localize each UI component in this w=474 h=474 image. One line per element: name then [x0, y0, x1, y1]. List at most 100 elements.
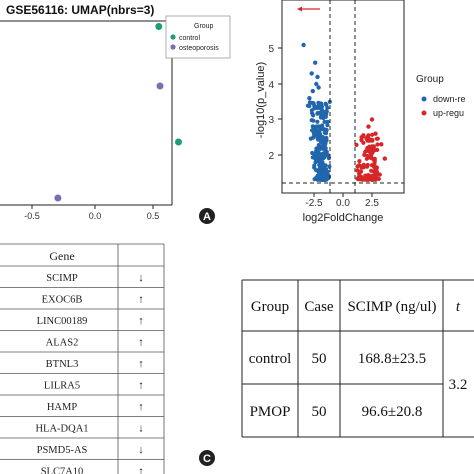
volcano-legend-swatch-down	[421, 96, 427, 102]
volcano-point-up	[366, 133, 371, 138]
highlight-arrow	[297, 6, 320, 12]
volcano-point-down	[325, 153, 330, 158]
gene-row: SCIMP ↓	[0, 272, 164, 288]
volcano-plot-area	[281, 0, 405, 194]
panel-a-badge	[199, 208, 215, 224]
volcano-point-down	[319, 109, 324, 115]
scimp-cell-group: PMOP	[250, 404, 291, 420]
volcano-point-down	[325, 123, 330, 128]
umap-legend: Group control osteoporosis	[165, 15, 231, 59]
gene-arrow: ↑	[138, 401, 144, 413]
volcano-xtick-label: 2.5	[365, 198, 379, 209]
gene-arrow: ↓	[138, 423, 144, 435]
scimp-header-case: Case	[304, 299, 334, 315]
gene-row: PSMD5-AS ↓	[0, 444, 164, 460]
volcano-point-down	[318, 154, 323, 159]
volcano-point-up	[369, 156, 374, 161]
volcano-legend-label: down-re	[433, 94, 466, 104]
gene-row: LILRA5 ↑	[0, 380, 164, 396]
scimp-header-value: SCIMP (ng/ul)	[347, 299, 436, 315]
gene-arrow: ↑	[138, 358, 144, 370]
volcano-point-down	[312, 154, 317, 159]
volcano-point-down	[316, 148, 321, 153]
volcano-point-up	[366, 124, 371, 129]
volcano-point-down	[325, 119, 330, 124]
volcano-point-down	[316, 159, 321, 164]
scimp-cell-group: control	[249, 351, 292, 367]
scimp-t-value: 3.2	[449, 377, 468, 393]
volcano-point-down	[312, 165, 317, 170]
umap-legend-label: control	[179, 35, 200, 42]
volcano-xtick-label: 0.0	[336, 198, 350, 209]
volcano-point-down	[327, 164, 332, 169]
scimp-header-t: t	[456, 299, 461, 315]
umap-legend-swatch-control	[170, 34, 176, 40]
volcano-point-down	[315, 105, 320, 111]
gene-name: SCIMP	[46, 273, 78, 284]
volcano-point-up	[369, 117, 375, 122]
gene-table: Gene SCIMP ↓ EXOC6B ↑ LINC00189 ↑ ALAS2 ↑ BTNL3 ↑…	[0, 243, 215, 474]
volcano-point-down	[321, 141, 326, 146]
umap-legend-title: Group	[194, 23, 214, 30]
volcano-points	[301, 42, 387, 182]
volcano-legend-swatch-up	[421, 110, 427, 116]
panel-c-badge	[199, 450, 215, 466]
scimp-cell-case: 50	[312, 404, 327, 420]
volcano-point-down	[311, 127, 316, 132]
gene-arrow: ↑	[138, 294, 144, 306]
volcano-point-down	[314, 81, 319, 87]
volcano-point-up	[371, 169, 376, 174]
gene-name: LILRA5	[44, 381, 80, 392]
umap-legend-swatch-osteoporosis	[170, 44, 176, 50]
volcano-point-down	[310, 150, 315, 156]
gene-arrow: ↑	[138, 315, 144, 327]
volcano-point-up	[365, 164, 370, 169]
volcano-point-up	[364, 148, 369, 153]
volcano-point-down	[309, 71, 314, 76]
volcano-y-ticks: 2 3 4 5	[268, 44, 282, 162]
gene-arrow: ↓	[138, 444, 144, 456]
gene-arrow: ↑	[138, 337, 144, 349]
volcano-point-up	[375, 142, 380, 147]
gene-arrow: ↑	[138, 380, 144, 392]
volcano-point-down	[319, 126, 324, 131]
volcano-point-down	[314, 175, 319, 180]
volcano-point-down	[320, 138, 325, 143]
volcano-point-down	[322, 169, 327, 174]
volcano-point-up	[358, 175, 363, 181]
umap-panel: GSE56116: UMAP(nbrs=3) -0.5 0.0 0.5 Grou…	[0, 3, 231, 224]
volcano-point-down	[307, 103, 312, 109]
gene-name: SLC7A10	[41, 467, 84, 474]
volcano-point-up	[361, 162, 366, 167]
volcano-point-down	[310, 88, 315, 94]
volcano-point-up	[372, 164, 377, 169]
volcano-point-down	[318, 167, 323, 172]
scimp-header-group: Group	[251, 299, 289, 315]
volcano-point-down	[315, 111, 320, 116]
gene-arrow: ↑	[138, 466, 144, 474]
volcano-point-down	[318, 162, 323, 167]
gene-name: EXOC6B	[42, 295, 83, 306]
volcano-point-down	[307, 96, 312, 101]
gene-row: BTNL3 ↑	[0, 358, 164, 374]
umap-point-control	[175, 138, 182, 146]
gene-row: EXOC6B ↑	[0, 294, 164, 310]
gene-row: HAMP ↑	[0, 401, 164, 417]
volcano-point-down	[316, 100, 321, 105]
volcano-point-down	[316, 85, 321, 90]
umap-point-control	[155, 23, 163, 30]
volcano-xlabel: log2FoldChange	[303, 212, 384, 224]
volcano-legend-label: up-regu	[433, 108, 464, 118]
gene-name: PSMD5-AS	[37, 445, 88, 456]
volcano-point-up	[375, 147, 380, 152]
volcano-point-down	[323, 109, 329, 114]
volcano-point-up	[374, 136, 379, 141]
gene-arrow: ↓	[138, 272, 144, 284]
gene-row: ALAS2 ↑	[0, 337, 164, 353]
volcano-point-down	[313, 160, 318, 165]
volcano-point-up	[370, 132, 375, 137]
volcano-point-up	[377, 172, 382, 177]
volcano-ytick-label: 4	[268, 80, 274, 91]
volcano-ytick-label: 5	[268, 44, 274, 55]
volcano-point-down	[324, 177, 329, 182]
